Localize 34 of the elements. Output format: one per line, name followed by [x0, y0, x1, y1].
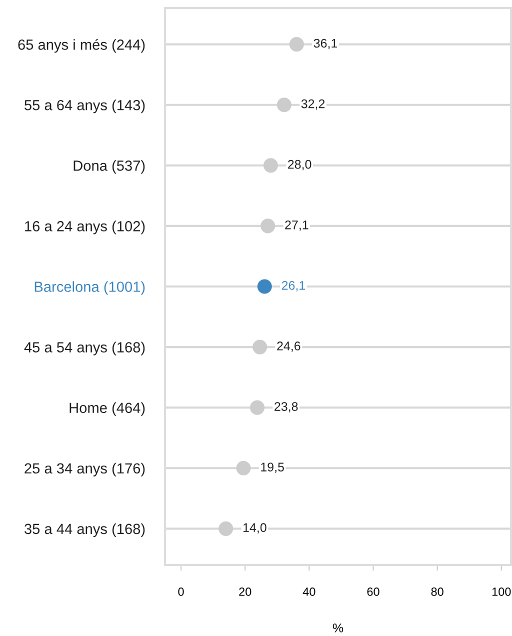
y-tick-label: Barcelona (1001): [34, 281, 145, 295]
data-label: 36,1: [314, 38, 338, 50]
data-label: 14,0: [243, 523, 266, 534]
data-label: 24,6: [277, 342, 300, 352]
data-label: 28,0: [288, 160, 312, 170]
data-label: 27,1: [285, 220, 308, 231]
x-tick-label: 0: [178, 588, 184, 596]
point: [257, 279, 272, 294]
point: [276, 98, 292, 112]
data-label: 19,5: [261, 462, 284, 473]
y-tick-label: 16 a 24 anys (102): [25, 220, 145, 234]
point: [218, 521, 234, 536]
data-label: 26,1: [282, 281, 306, 292]
point: [252, 340, 268, 354]
x-tick-label: 100: [492, 588, 511, 596]
data-label: 23,8: [274, 402, 298, 412]
y-tick-label: 35 a 44 anys (168): [24, 523, 145, 537]
x-tick-label: 40: [302, 588, 316, 596]
y-tick-label: 55 a 64 anys (143): [24, 100, 145, 114]
y-tick-label: 65 anys i més (244): [18, 38, 145, 53]
y-tick-label: Dona (537): [74, 160, 145, 174]
x-tick-label: 80: [431, 588, 444, 596]
y-tick-label: 45 a 54 anys (168): [24, 342, 145, 356]
y-tick-label: Home (464): [70, 402, 145, 416]
point: [289, 37, 304, 52]
x-tick-label: 20: [239, 588, 252, 596]
point: [236, 460, 251, 476]
y-tick-label: 25 a 34 anys (176): [24, 462, 145, 476]
point: [250, 400, 265, 415]
point: [263, 158, 278, 173]
x-tick-label: 60: [367, 588, 380, 596]
data-label: 32,2: [301, 99, 325, 110]
x-axis-title: %: [332, 624, 344, 632]
point: [260, 218, 276, 234]
